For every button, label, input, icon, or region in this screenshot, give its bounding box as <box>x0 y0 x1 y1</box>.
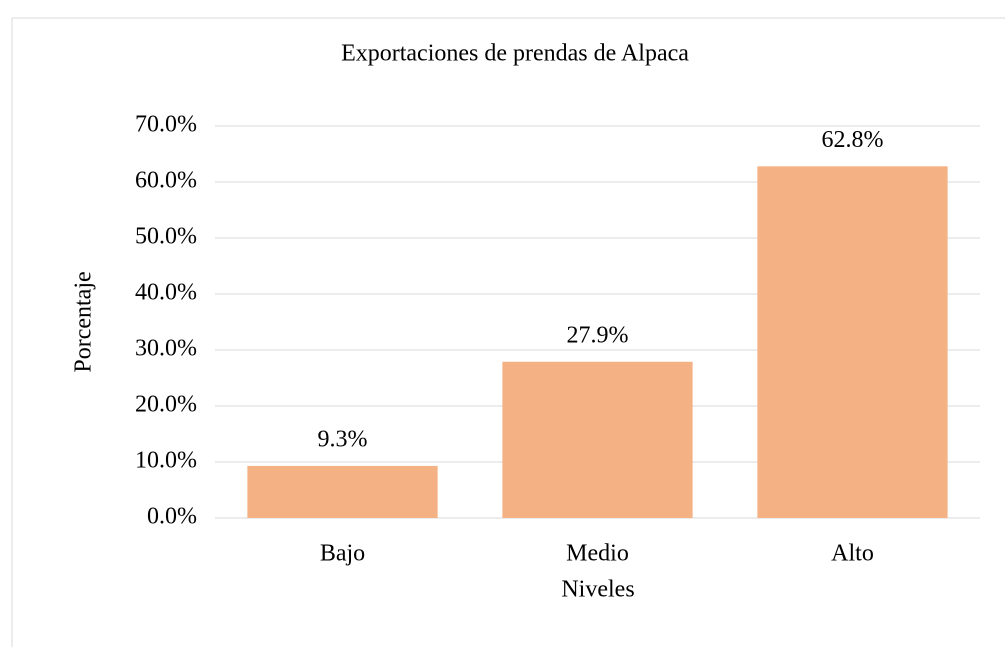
y-tick-label: 60.0% <box>135 168 197 194</box>
bar <box>247 465 438 518</box>
x-tick-label: Bajo <box>320 541 365 567</box>
y-tick-label: 40.0% <box>135 280 197 306</box>
y-tick-label: 0.0% <box>147 504 197 530</box>
bar <box>757 166 948 518</box>
bar <box>502 361 693 518</box>
x-tick-label: Alto <box>831 541 874 567</box>
y-tick-label: 50.0% <box>135 224 197 250</box>
y-tick-label: 30.0% <box>135 336 197 362</box>
y-tick-label: 70.0% <box>135 112 197 138</box>
y-tick-label: 10.0% <box>135 448 197 474</box>
x-axis-title: Niveles <box>561 577 634 603</box>
data-label: 62.8% <box>822 127 884 153</box>
data-label: 9.3% <box>318 426 368 452</box>
chart-title: Exportaciones de prendas de Alpaca <box>341 41 689 67</box>
data-label: 27.9% <box>567 322 629 348</box>
y-tick-label: 20.0% <box>135 392 197 418</box>
y-axis-title: Porcentaje <box>71 271 97 372</box>
x-tick-label: Medio <box>566 541 629 567</box>
